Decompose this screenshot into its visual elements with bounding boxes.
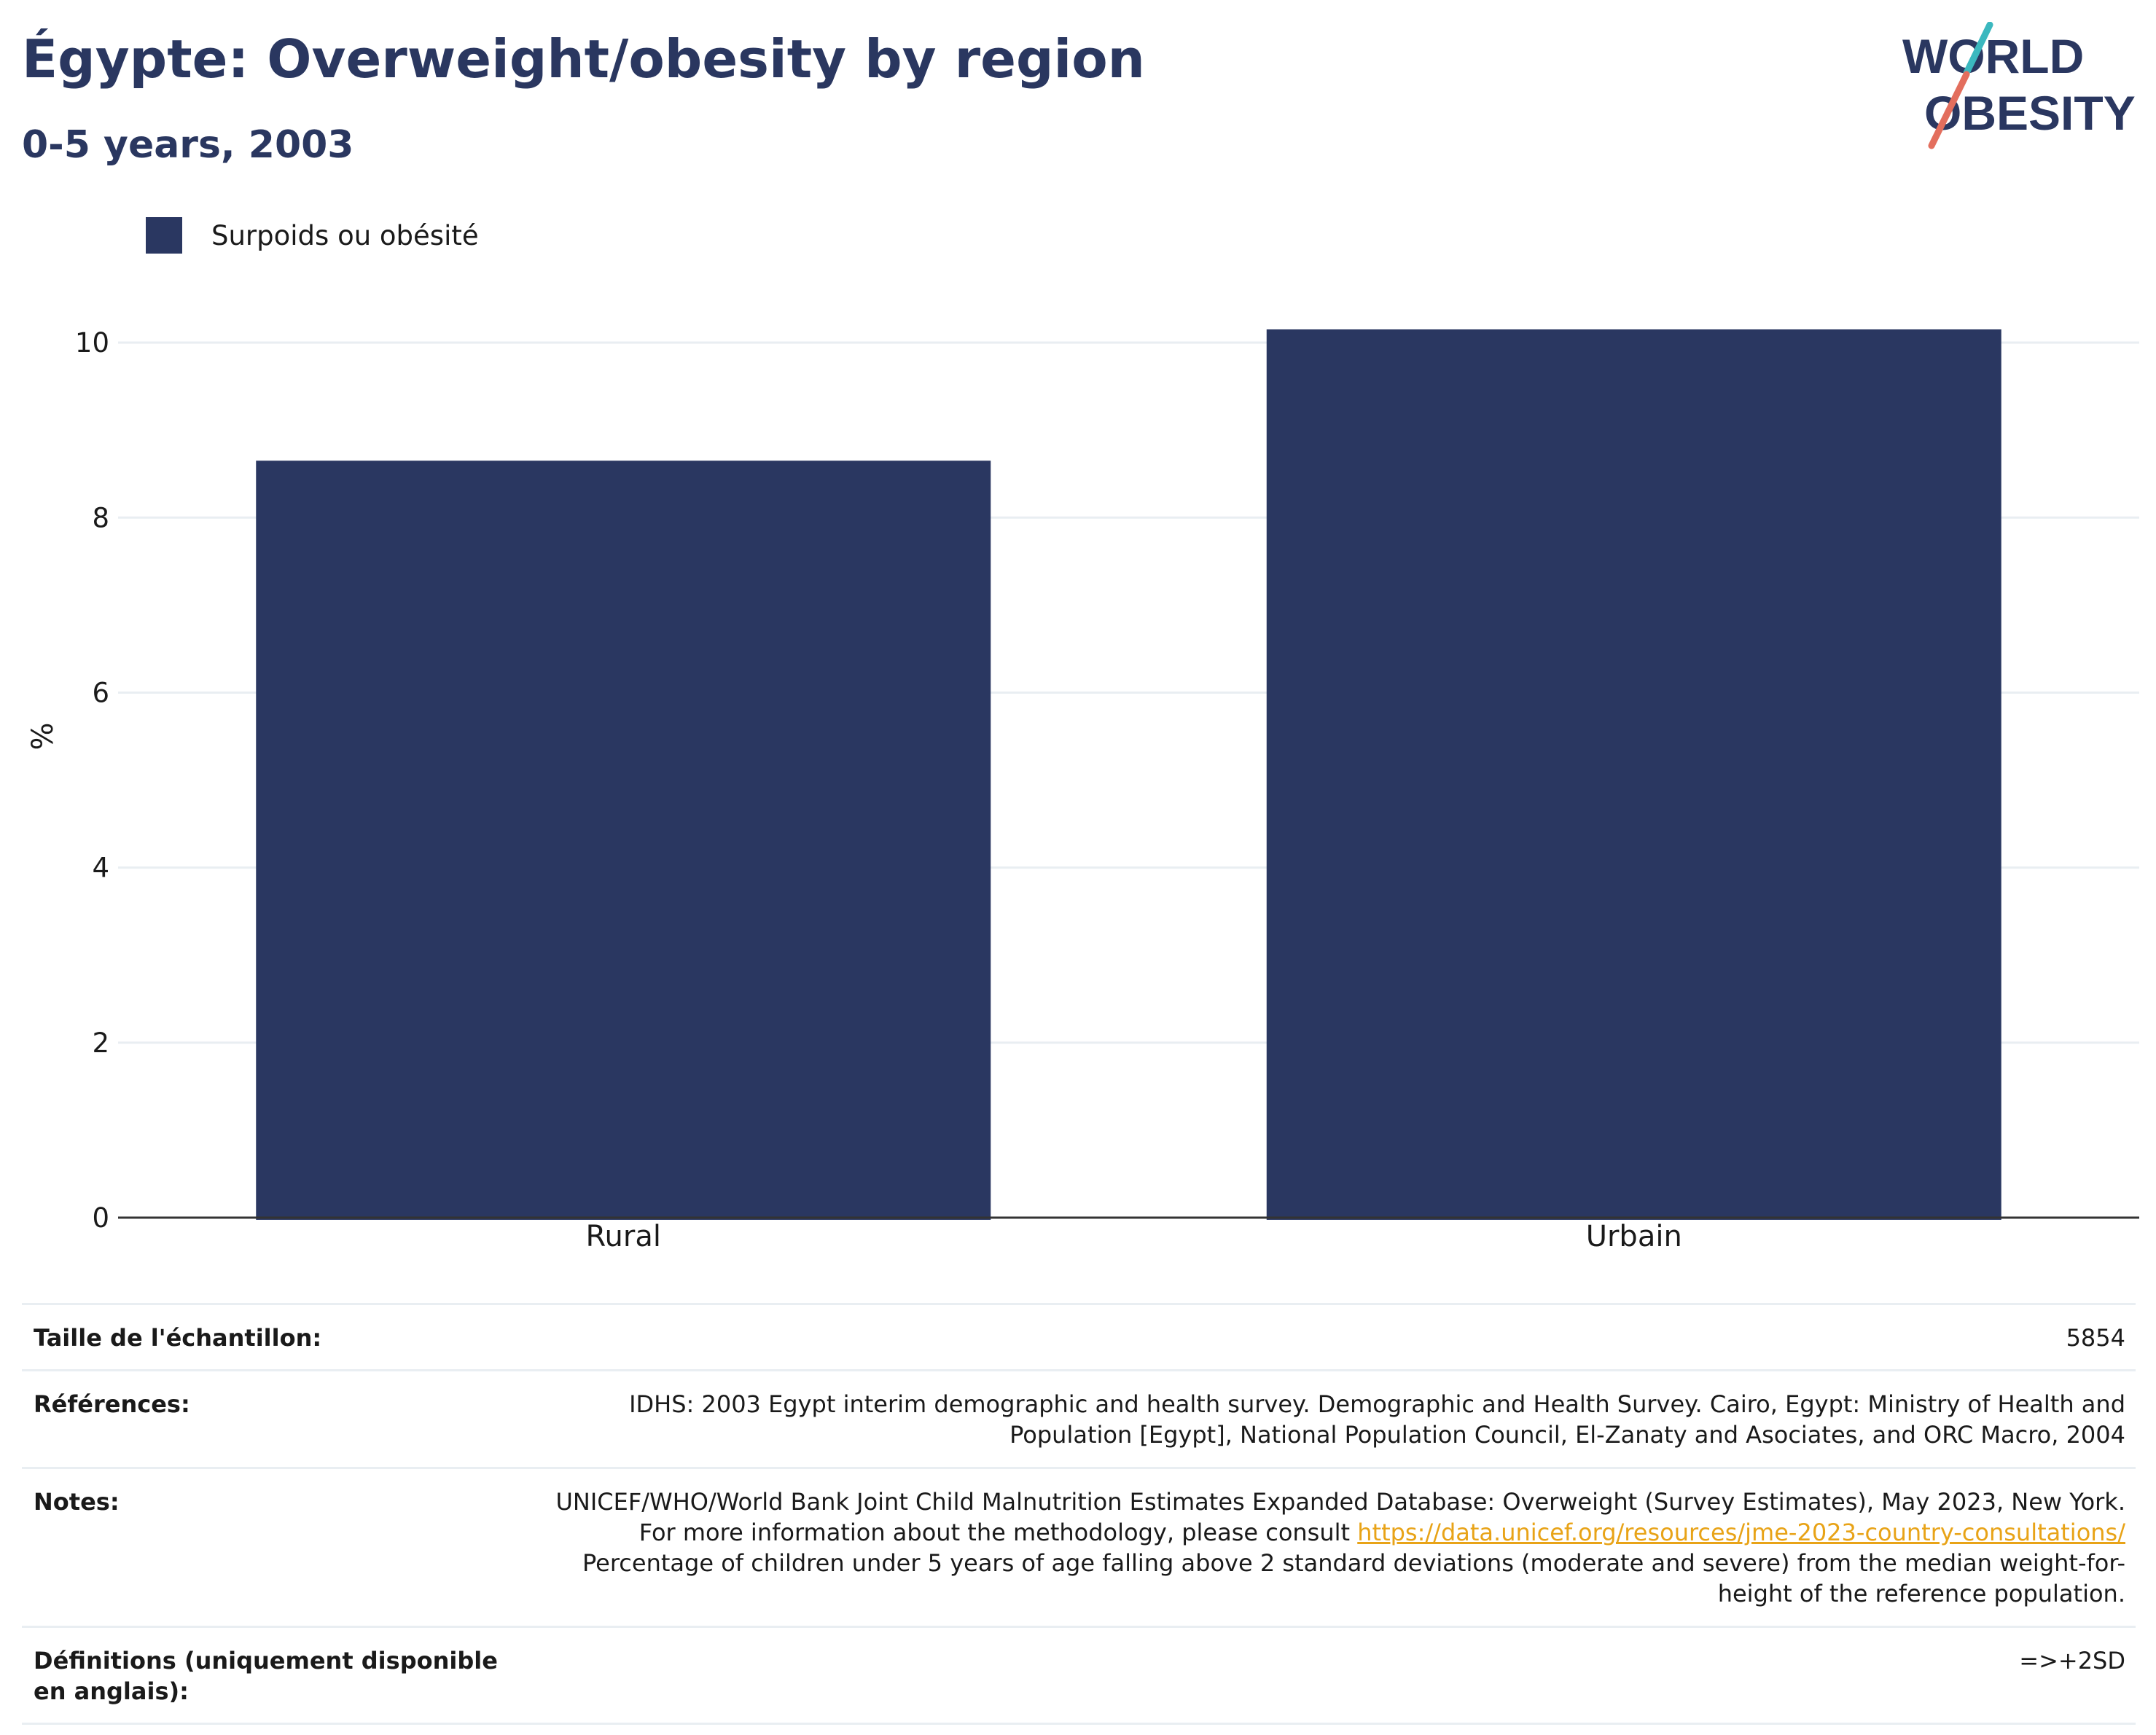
references-value: IDHS: 2003 Egypt interim demographic and… bbox=[517, 1369, 2136, 1468]
legend[interactable]: Surpoids ou obésité bbox=[146, 217, 479, 254]
chart-title: Égypte: Overweight/obesity by region bbox=[22, 28, 1145, 90]
notes-link[interactable]: https://data.unicef.org/resources/jme-20… bbox=[1357, 1518, 2125, 1546]
world-obesity-logo: WORLD OBESITY bbox=[1902, 22, 2136, 149]
y-tick-label-0: 0 bbox=[92, 1202, 109, 1234]
y-tick-label-2: 2 bbox=[92, 1027, 109, 1059]
notes-row: Notes: UNICEF/WHO/World Bank Joint Child… bbox=[22, 1466, 2136, 1627]
notes-text-after: Percentage of children under 5 years of … bbox=[582, 1549, 2125, 1608]
x-tick-label-urbain: Urbain bbox=[1586, 1220, 1682, 1253]
definitions-row: Définitions (uniquement disponible en an… bbox=[22, 1625, 2136, 1726]
chart-subtitle: 0-5 years, 2003 bbox=[22, 123, 354, 167]
bar-rural bbox=[256, 461, 991, 1220]
sample-size-row: Taille de l'échantillon: 5854 bbox=[22, 1302, 2136, 1371]
definitions-label: Définitions (uniquement disponible en an… bbox=[22, 1625, 517, 1726]
definitions-value: =>+2SD bbox=[517, 1625, 2136, 1726]
x-tick-label-rural: Rural bbox=[586, 1220, 661, 1253]
sample-size-value: 5854 bbox=[517, 1302, 2136, 1371]
notes-value: UNICEF/WHO/World Bank Joint Child Malnut… bbox=[517, 1466, 2136, 1627]
bar-chart: 0 2 4 6 8 10% Rural Urbain bbox=[26, 327, 2139, 1253]
logo-slash-red bbox=[1928, 71, 1970, 149]
y-tick-label-4: 4 bbox=[92, 853, 109, 884]
notes-text-before: UNICEF/WHO/World Bank Joint Child Malnut… bbox=[555, 1487, 2126, 1546]
logo-slash-teal bbox=[1963, 22, 1993, 77]
references-label: Références: bbox=[22, 1369, 517, 1468]
y-axis-label: % bbox=[26, 722, 60, 750]
legend-swatch bbox=[146, 217, 182, 254]
y-tick-label-10: 10 bbox=[75, 327, 109, 359]
sample-size-label: Taille de l'échantillon: bbox=[22, 1302, 517, 1371]
metadata-table: Taille de l'échantillon: 5854 Références… bbox=[22, 1302, 2136, 1726]
legend-label: Surpoids ou obésité bbox=[211, 219, 479, 251]
references-row: Références: IDHS: 2003 Egypt interim dem… bbox=[22, 1369, 2136, 1468]
notes-label: Notes: bbox=[22, 1466, 517, 1627]
y-tick-label-6: 6 bbox=[92, 677, 109, 708]
y-tick-label-8: 8 bbox=[92, 502, 109, 533]
bar-urbain bbox=[1266, 329, 2001, 1220]
logo-line1: WORLD bbox=[1902, 29, 2084, 83]
